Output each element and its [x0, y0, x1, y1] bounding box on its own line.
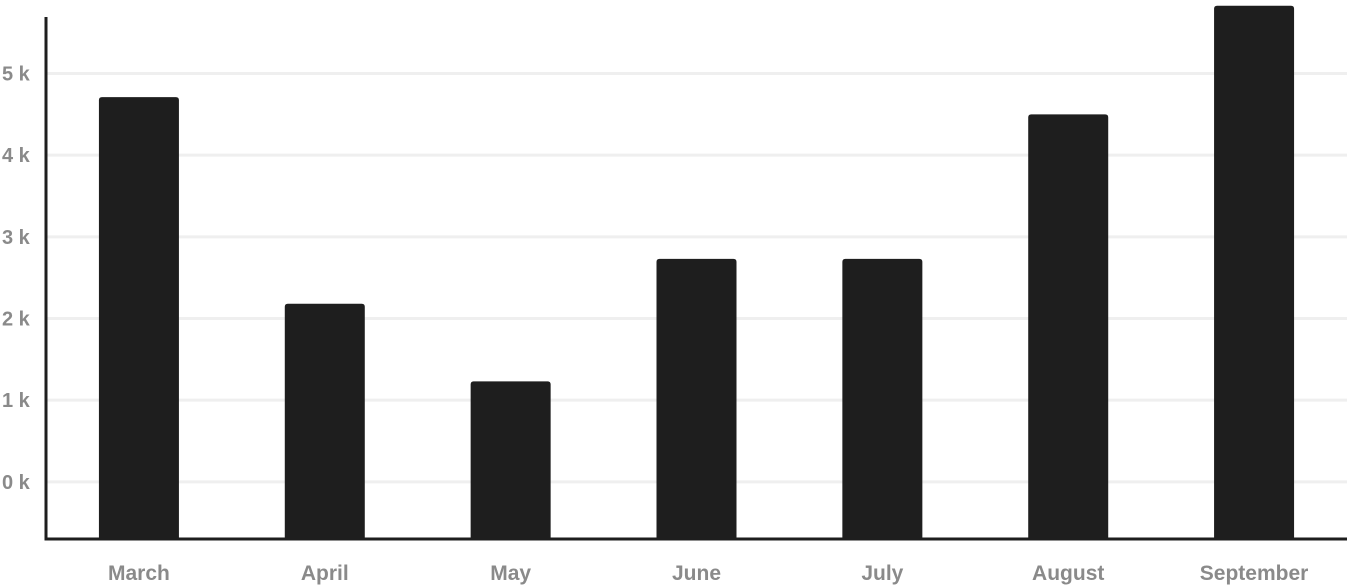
y-tick-labels: 0 k 1 k 2 k 3 k 4 k 5 k — [2, 64, 31, 494]
x-category-label: June — [672, 562, 721, 585]
x-category-label: May — [490, 562, 531, 585]
x-category-label: March — [108, 562, 170, 585]
y-tick-label: 1 k — [2, 390, 31, 412]
x-category-label: April — [301, 562, 349, 585]
x-category-label: September — [1200, 562, 1309, 585]
y-tick-label: 2 k — [2, 309, 31, 331]
y-tick-label: 5 k — [2, 64, 31, 86]
bar-march — [98, 97, 179, 539]
axes — [44, 17, 1347, 541]
y-tick-label: 4 k — [2, 145, 31, 167]
bar-september — [1214, 5, 1295, 539]
bar-may — [470, 381, 551, 539]
bar-august — [1028, 114, 1109, 539]
bars — [98, 5, 1295, 539]
x-category-label: July — [861, 562, 903, 585]
bar-april — [284, 303, 365, 539]
y-tick-label: 0 k — [2, 472, 31, 494]
x-category-labels: March April May June July August September — [108, 562, 1308, 585]
bar-july — [842, 258, 923, 539]
y-tick-label: 3 k — [2, 227, 31, 249]
x-category-label: August — [1032, 562, 1104, 585]
bar-june — [656, 258, 737, 539]
